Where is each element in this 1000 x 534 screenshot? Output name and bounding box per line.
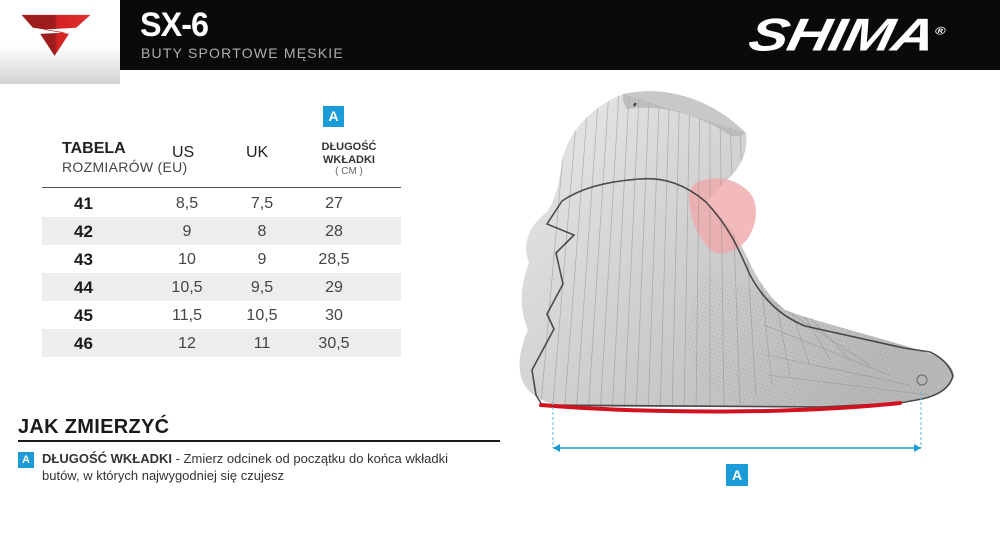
svg-text:A: A: [732, 467, 742, 483]
